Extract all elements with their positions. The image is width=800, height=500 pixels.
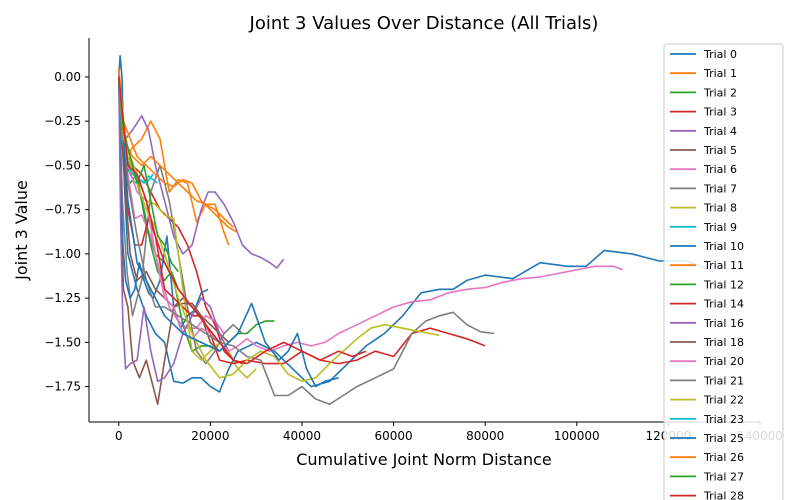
legend-label: Trial 14 [703, 298, 744, 311]
y-tick-label: −1.25 [44, 291, 81, 305]
legend-label: Trial 16 [703, 317, 744, 330]
y-tick-label: −1.00 [44, 247, 81, 261]
legend-label: Trial 7 [703, 182, 737, 195]
x-tick-label: 100000 [554, 429, 600, 443]
x-tick-label: 80000 [466, 429, 504, 443]
series-line-21 [118, 76, 234, 228]
x-tick-label: 0 [115, 429, 123, 443]
series-line-16 [118, 76, 623, 353]
legend-label: Trial 0 [703, 48, 737, 61]
legend-label: Trial 26 [703, 451, 744, 464]
series-line-3 [118, 76, 243, 365]
legend-label: Trial 21 [703, 374, 744, 387]
y-tick-label: −0.25 [44, 114, 81, 128]
plot-lines [118, 54, 715, 406]
y-tick-label: 0.00 [54, 70, 81, 84]
y-ticks: 0.00 −0.25 −0.50 −0.75 −1.00 −1.25 −1.50 −1.75 [44, 70, 89, 394]
legend-label: Trial 12 [703, 278, 744, 291]
legend-label: Trial 25 [703, 432, 744, 445]
series-line-4 [118, 76, 285, 269]
legend-label: Trial 11 [703, 259, 744, 272]
y-tick-label: −1.75 [44, 380, 81, 394]
legend-label: Trial 8 [703, 202, 737, 215]
series-line-0 [118, 54, 715, 393]
y-tick-label: −1.50 [44, 335, 81, 349]
legend-box [663, 43, 784, 500]
series-line-11 [118, 68, 239, 234]
legend-label: Trial 23 [703, 413, 744, 426]
legend-label: Trial 27 [703, 470, 744, 483]
legend-label: Trial 10 [703, 240, 744, 253]
series-line-22 [118, 76, 179, 273]
legend-label: Trial 28 [703, 490, 744, 500]
legend-label: Trial 5 [703, 144, 737, 157]
legend: Trial 0 Trial 1 Trial 2 Trial 3 Trial 4 Trial… [663, 43, 784, 500]
legend-label: Trial 1 [703, 67, 737, 80]
series-line-13 [118, 76, 486, 365]
series-line-2 [118, 76, 275, 353]
legend-label: Trial 22 [703, 394, 744, 407]
series-line-20 [118, 76, 339, 388]
legend-label: Trial 3 [703, 106, 737, 119]
series-line-19 [118, 76, 154, 184]
x-tick-label: 20000 [191, 429, 229, 443]
y-axis-label: Joint 3 Value [12, 180, 31, 281]
series-line-7 [118, 76, 243, 365]
legend-label: Trial 9 [703, 221, 737, 234]
legend-label: Trial 18 [703, 336, 744, 349]
y-tick-label: −0.50 [44, 158, 81, 172]
series-line-17 [118, 76, 495, 406]
legend-label: Trial 4 [703, 125, 737, 138]
series-line-14 [118, 76, 230, 383]
chart-title: Joint 3 Values Over Distance (All Trials… [249, 13, 599, 34]
series-line-18 [118, 76, 440, 383]
x-axis-label: Cumulative Joint Norm Distance [296, 450, 552, 469]
legend-label: Trial 20 [703, 355, 744, 368]
legend-label: Trial 6 [703, 163, 737, 176]
series-line-23 [118, 76, 367, 365]
legend-label: Trial 2 [703, 86, 737, 99]
x-tick-label: 40000 [283, 429, 321, 443]
x-tick-label: 60000 [374, 429, 412, 443]
y-tick-label: −0.75 [44, 203, 81, 217]
